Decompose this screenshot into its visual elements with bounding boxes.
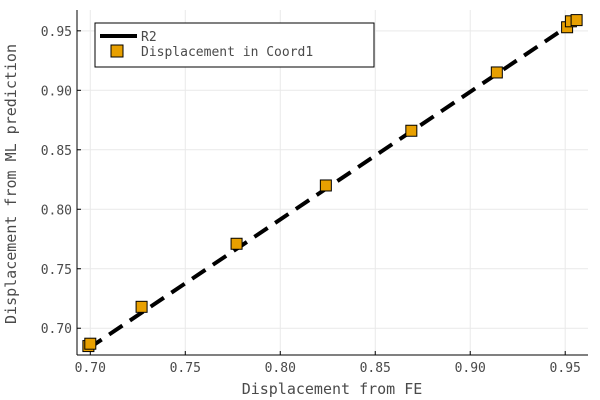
x-tick-label: 0.95 bbox=[550, 361, 581, 376]
x-tick-label: 0.75 bbox=[170, 361, 201, 376]
legend: R2 Displacement in Coord1 bbox=[94, 22, 375, 68]
data-point bbox=[84, 337, 97, 350]
y-tick-label: 0.90 bbox=[41, 84, 72, 99]
y-tick-label: 0.85 bbox=[41, 144, 72, 159]
data-point bbox=[570, 14, 583, 27]
x-tick-label: 0.90 bbox=[455, 361, 486, 376]
x-ticks: 0.70 0.75 0.80 0.85 0.90 0.95 bbox=[75, 351, 581, 376]
legend-label-r2: R2 bbox=[141, 30, 157, 45]
x-axis-title: Displacement from FE bbox=[242, 380, 423, 398]
y-ticks: 0.70 0.75 0.80 0.85 0.90 0.95 bbox=[41, 25, 81, 337]
y-tick-label: 0.95 bbox=[41, 25, 72, 40]
data-point bbox=[490, 66, 503, 79]
y-tick-label: 0.80 bbox=[41, 203, 72, 218]
y-tick-label: 0.70 bbox=[41, 322, 72, 337]
x-tick-label: 0.70 bbox=[75, 361, 106, 376]
data-point bbox=[135, 300, 148, 313]
data-point bbox=[405, 124, 418, 137]
axes bbox=[76, 10, 588, 356]
legend-label-displacement: Displacement in Coord1 bbox=[141, 45, 313, 60]
x-tick-label: 0.80 bbox=[265, 361, 296, 376]
x-tick-label: 0.85 bbox=[360, 361, 391, 376]
y-axis-title: Displacement from ML prediction bbox=[2, 44, 20, 324]
legend-marker-swatch bbox=[110, 44, 124, 58]
y-tick-label: 0.75 bbox=[41, 263, 72, 278]
legend-box bbox=[94, 22, 375, 68]
data-point bbox=[319, 179, 332, 192]
series-displacement-in-coord1 bbox=[82, 14, 583, 353]
data-point bbox=[230, 237, 243, 250]
